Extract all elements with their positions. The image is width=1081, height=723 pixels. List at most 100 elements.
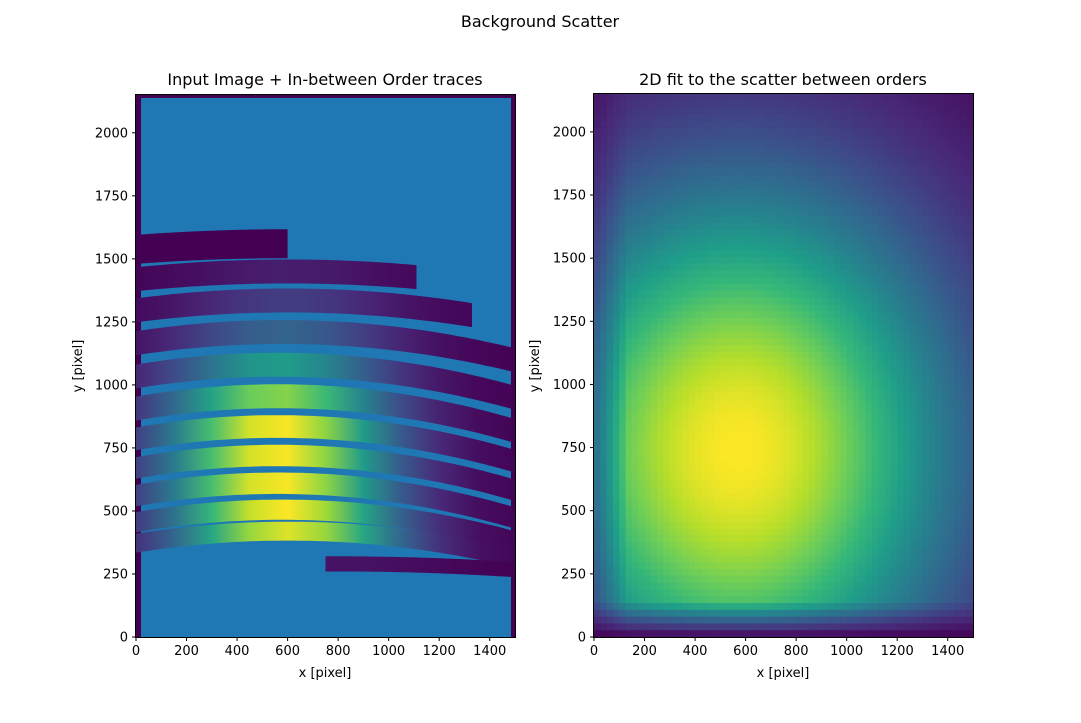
fit-cell <box>852 195 860 204</box>
fit-cell <box>770 94 778 102</box>
fit-cell <box>859 277 867 285</box>
fit-cell <box>789 175 797 183</box>
fit-cell <box>714 141 721 149</box>
fit-cell <box>890 155 898 163</box>
fit-cell <box>884 487 892 496</box>
fit-cell <box>928 284 936 292</box>
fit-cell <box>808 467 816 475</box>
left-x-ticks: 0 200 400 600 800 1000 1200 1400 <box>132 637 506 659</box>
fit-cell <box>802 555 810 563</box>
fit-cell <box>758 474 766 482</box>
fit-cell <box>695 236 702 244</box>
fit-cell <box>669 311 677 319</box>
fit-cell <box>594 392 601 401</box>
fit-cell <box>644 134 652 143</box>
fit-cell <box>751 494 759 502</box>
fit-cell <box>947 616 955 625</box>
fit-cell <box>644 256 652 265</box>
fit-cell <box>852 107 860 115</box>
fit-cell <box>695 202 702 210</box>
fit-cell <box>770 175 778 183</box>
fit-cell <box>928 141 936 149</box>
fit-cell <box>903 446 911 455</box>
fit-cell <box>751 317 759 326</box>
fit-cell <box>852 114 860 122</box>
fit-cell <box>928 209 936 217</box>
fit-cell <box>960 528 968 536</box>
fit-cell <box>960 94 968 102</box>
fit-cell <box>631 297 639 306</box>
fit-cell <box>954 222 961 231</box>
fit-cell <box>909 250 917 258</box>
fit-cell <box>834 270 841 278</box>
fit-cell <box>606 168 614 177</box>
fit-cell <box>859 474 867 482</box>
fit-cell <box>644 446 652 455</box>
fit-cell <box>846 365 854 373</box>
fit-cell <box>928 317 936 326</box>
fit-cell <box>594 446 601 455</box>
fit-cell <box>600 345 608 353</box>
fit-cell <box>663 535 671 543</box>
fit-cell <box>732 379 740 387</box>
fit-cell <box>606 467 614 475</box>
fit-cell <box>903 311 911 319</box>
fit-cell <box>720 134 728 143</box>
fit-cell <box>701 107 709 115</box>
fit-cell <box>859 175 867 183</box>
fit-cell <box>732 616 740 625</box>
fit-cell <box>612 446 620 455</box>
fit-cell <box>802 270 810 278</box>
fit-cell <box>764 630 772 638</box>
fit-cell <box>897 141 905 149</box>
fit-cell <box>884 284 892 292</box>
fit-cell <box>625 406 633 414</box>
fit-cell <box>739 365 747 373</box>
fit-cell <box>884 345 892 353</box>
fit-cell <box>732 175 740 183</box>
fit-cell <box>695 317 702 326</box>
fit-cell <box>758 562 766 570</box>
fit-cell <box>777 114 785 122</box>
fit-cell <box>707 182 715 190</box>
fit-cell <box>878 562 886 570</box>
fit-cell <box>878 134 886 143</box>
fit-cell <box>751 582 759 591</box>
fit-cell <box>834 182 841 190</box>
fit-cell <box>928 182 936 190</box>
fit-cell <box>922 358 930 367</box>
fit-cell <box>865 535 873 543</box>
fit-cell <box>606 460 614 468</box>
fit-cell <box>903 623 911 631</box>
fit-cell <box>631 528 639 536</box>
fit-cell <box>783 582 791 591</box>
fit-cell <box>669 284 677 292</box>
fit-cell <box>834 372 841 380</box>
fit-cell <box>600 161 608 170</box>
fit-cell <box>720 317 728 326</box>
fit-cell <box>688 406 696 414</box>
fit-cell <box>871 508 879 516</box>
fit-cell <box>739 535 747 543</box>
fit-cell <box>631 358 639 367</box>
fit-cell <box>714 372 721 380</box>
fit-cell <box>770 290 778 299</box>
fit-cell <box>935 460 943 468</box>
fit-cell <box>669 508 677 516</box>
fit-cell <box>625 290 633 299</box>
fit-cell <box>871 134 879 143</box>
fit-cell <box>732 535 740 543</box>
fit-cell <box>714 399 721 407</box>
fit-cell <box>644 311 652 319</box>
fit-cell <box>966 365 974 373</box>
fit-cell <box>903 222 911 231</box>
fit-cell <box>871 94 879 102</box>
fit-cell <box>745 345 753 353</box>
fit-cell <box>764 236 772 244</box>
fit-cell <box>657 107 665 115</box>
fit-cell <box>840 202 848 210</box>
fit-cell <box>644 189 652 197</box>
fit-cell <box>827 304 835 312</box>
fit-cell <box>897 100 905 109</box>
